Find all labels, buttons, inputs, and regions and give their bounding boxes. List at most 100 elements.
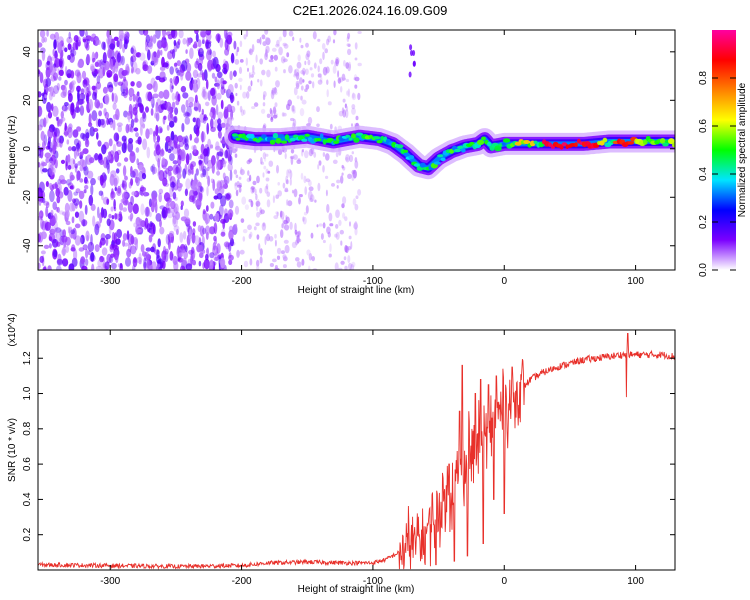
noise-blob <box>75 142 81 150</box>
faint-noise-blob <box>243 260 249 268</box>
noise-blob <box>48 182 53 189</box>
noise-blob <box>222 172 226 180</box>
noise-blob <box>124 157 129 162</box>
noise-blob <box>211 155 216 166</box>
faint-noise-blob <box>349 221 351 227</box>
noise-blob <box>79 30 85 37</box>
faint-noise-blob <box>242 91 247 99</box>
faint-noise-blob <box>266 69 271 78</box>
noise-blob <box>66 73 72 78</box>
faint-noise-blob <box>238 176 242 180</box>
noise-blob <box>130 195 135 206</box>
x-tick-label: 0 <box>501 276 507 287</box>
noise-blob <box>178 252 184 258</box>
weak-streak-blob <box>409 44 413 51</box>
ridge-blob <box>368 134 373 139</box>
faint-noise-blob <box>322 239 326 244</box>
noise-blob <box>94 244 100 253</box>
faint-noise-blob <box>275 43 280 48</box>
ridge-blob <box>353 137 360 143</box>
noise-blob <box>138 171 144 182</box>
noise-blob <box>84 39 89 49</box>
noise-blob <box>123 39 128 50</box>
noise-blob <box>116 52 121 63</box>
faint-noise-blob <box>234 153 238 158</box>
faint-noise-blob <box>347 48 352 56</box>
faint-noise-blob <box>262 222 265 227</box>
noise-blob <box>146 223 151 233</box>
noise-blob <box>183 111 190 118</box>
x-tick-label: -300 <box>100 276 120 287</box>
noise-blob <box>175 67 179 74</box>
noise-blob <box>220 99 224 110</box>
noise-blob <box>155 144 161 156</box>
faint-noise-blob <box>329 243 332 253</box>
noise-blob <box>194 189 197 199</box>
faint-noise-blob <box>247 224 252 231</box>
ridge-blob <box>269 139 276 145</box>
noise-blob <box>144 206 150 217</box>
noise-blob <box>86 54 91 65</box>
noise-blob <box>40 250 46 255</box>
noise-blob <box>130 47 134 54</box>
noise-blob <box>139 52 146 61</box>
noise-blob <box>41 162 47 167</box>
noise-blob <box>161 157 166 166</box>
faint-noise-blob <box>312 81 315 89</box>
noise-blob <box>189 133 193 141</box>
noise-blob <box>104 111 110 119</box>
noise-blob <box>68 263 75 270</box>
noise-blob <box>212 179 216 191</box>
noise-blob <box>97 259 103 268</box>
faint-noise-blob <box>279 210 283 218</box>
faint-noise-blob <box>345 109 349 119</box>
noise-blob <box>70 102 75 113</box>
noise-blob <box>157 157 161 168</box>
noise-blob <box>156 49 161 59</box>
noise-blob <box>159 219 162 228</box>
faint-noise-blob <box>345 78 350 83</box>
noise-blob <box>206 122 209 135</box>
noise-blob <box>165 167 170 175</box>
faint-noise-blob <box>274 239 277 247</box>
x-tick-label: -100 <box>363 276 383 287</box>
noise-blob <box>206 167 210 172</box>
faint-noise-blob <box>249 231 253 238</box>
noise-blob <box>121 78 128 90</box>
noise-blob <box>92 57 96 63</box>
noise-blob <box>103 108 107 116</box>
noise-blob <box>150 52 157 64</box>
noise-blob <box>165 234 171 245</box>
ridge-blob <box>289 137 296 142</box>
noise-blob <box>49 228 56 235</box>
faint-noise-blob <box>261 222 267 231</box>
ridge-blob <box>602 137 608 143</box>
noise-blob <box>138 252 142 263</box>
spectrogram-heatmap <box>38 30 675 270</box>
faint-noise-blob <box>329 223 334 227</box>
faint-noise-blob <box>260 108 266 114</box>
noise-blob <box>172 116 177 123</box>
noise-blob <box>152 34 157 44</box>
noise-blob <box>53 213 58 224</box>
noise-blob <box>203 153 209 165</box>
faint-noise-blob <box>292 118 297 127</box>
noise-blob <box>192 82 199 93</box>
noise-blob <box>95 81 102 90</box>
noise-blob <box>117 125 123 133</box>
noise-blob <box>216 243 221 254</box>
noise-blob <box>65 220 71 226</box>
noise-blob <box>60 179 67 185</box>
faint-noise-blob <box>288 168 292 174</box>
noise-blob <box>161 56 165 68</box>
faint-noise-blob <box>351 173 355 182</box>
noise-blob <box>130 166 133 175</box>
faint-noise-blob <box>297 54 301 62</box>
y-tick-label: 0.6 <box>22 457 33 471</box>
noise-blob <box>44 93 47 99</box>
faint-noise-blob <box>354 42 358 50</box>
faint-noise-blob <box>259 256 263 264</box>
noise-blob <box>99 255 104 263</box>
faint-noise-blob <box>247 85 252 92</box>
